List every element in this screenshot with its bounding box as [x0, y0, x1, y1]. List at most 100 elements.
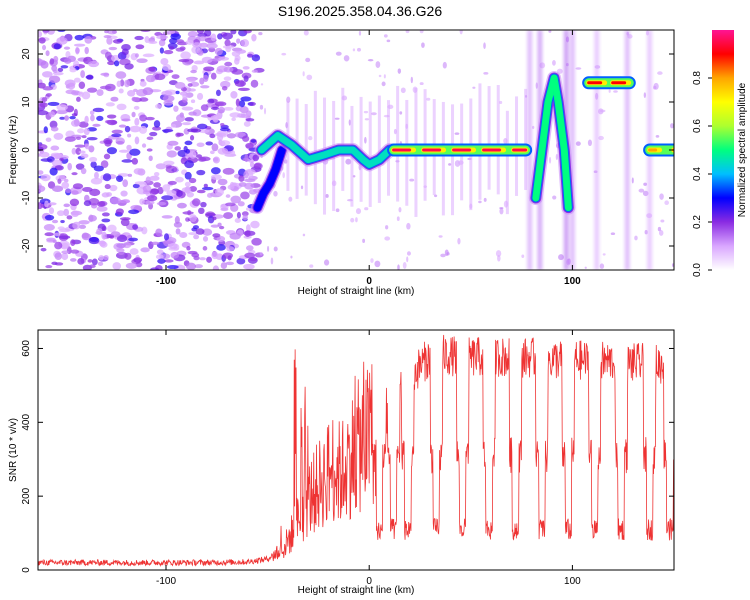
noise-blob: [219, 127, 230, 132]
noise-blob: [575, 67, 582, 70]
noise-blob: [118, 149, 130, 153]
noise-blob: [190, 135, 195, 141]
noise-blob: [251, 54, 261, 62]
noise-blob: [174, 146, 181, 151]
snr-plot-area: [38, 330, 674, 570]
noise-blob: [76, 96, 81, 102]
noise-blob: [378, 74, 382, 78]
noise-blob: [133, 105, 140, 110]
noise-blob: [133, 168, 144, 175]
noise-blob: [127, 90, 136, 97]
noise-blob: [210, 106, 220, 110]
noise-blob: [81, 232, 89, 239]
noise-blob: [273, 190, 278, 197]
track-arc: [533, 75, 571, 211]
noise-blob: [125, 262, 138, 269]
noise-blob: [196, 30, 205, 34]
noise-blob: [168, 30, 176, 34]
noise-blob: [97, 261, 104, 266]
noise-blob: [101, 218, 111, 223]
y-tick-label: -10: [21, 190, 32, 205]
noise-blob: [244, 154, 249, 163]
noise-blob: [552, 195, 557, 200]
noise-blob: [217, 178, 228, 186]
noise-blob: [169, 242, 178, 250]
noise-blob: [80, 70, 85, 79]
noise-blob: [218, 56, 230, 61]
noise-blob: [195, 154, 203, 158]
noise-blob: [175, 228, 181, 235]
noise-blob: [176, 132, 184, 137]
snr-frame: [37, 329, 675, 571]
noise-blob: [154, 73, 166, 81]
noise-blob: [598, 135, 604, 141]
noise-blob: [240, 39, 250, 47]
noise-blob: [167, 180, 177, 185]
noise-blob: [348, 119, 351, 126]
spectrogram-blip: [441, 101, 445, 216]
noise-blob: [397, 68, 402, 74]
noise-blob: [78, 150, 86, 154]
noise-blob: [374, 260, 381, 268]
noise-blob: [101, 192, 110, 198]
noise-blob: [155, 254, 164, 260]
noise-blob: [127, 173, 133, 177]
noise-blob: [215, 89, 221, 97]
noise-blob: [334, 117, 340, 120]
noise-blob: [230, 90, 238, 99]
snr-series-line: [38, 334, 674, 567]
noise-blob: [176, 39, 185, 43]
noise-blob: [132, 183, 140, 189]
noise-blob: [91, 258, 98, 266]
noise-blob: [402, 262, 407, 269]
noise-blob: [115, 71, 127, 79]
noise-blob: [113, 60, 120, 67]
noise-blob: [72, 183, 84, 190]
noise-blob: [495, 250, 502, 257]
noise-blob: [225, 202, 236, 207]
noise-blob: [90, 114, 95, 122]
noise-blob: [139, 114, 148, 122]
noise-blob: [166, 189, 177, 197]
noise-blob: [179, 232, 188, 238]
noise-blob: [193, 60, 205, 65]
noise-blob: [61, 250, 70, 254]
noise-blob: [134, 53, 139, 58]
noise-blob: [155, 163, 167, 170]
noise-blob: [57, 67, 64, 72]
noise-blob: [48, 202, 57, 206]
noise-blob: [109, 184, 118, 192]
noise-blob: [660, 219, 665, 223]
noise-blob: [659, 193, 664, 200]
noise-blob: [103, 153, 111, 160]
noise-blob: [575, 141, 581, 146]
noise-blob: [250, 139, 257, 143]
noise-blob: [599, 109, 606, 113]
noise-blob: [214, 47, 223, 56]
noise-blob: [54, 252, 63, 261]
noise-blob: [396, 216, 400, 222]
noise-blob: [86, 136, 98, 141]
noise-blob: [84, 194, 90, 202]
noise-blob: [362, 238, 366, 243]
y-tick-label: 0: [21, 567, 32, 573]
spectrogram-blip: [478, 83, 482, 200]
noise-blob: [259, 104, 264, 110]
noise-blob: [281, 52, 287, 56]
noise-blob: [108, 46, 118, 51]
noise-blob: [112, 262, 122, 270]
noise-blob: [63, 208, 70, 217]
spectrogram-blip: [451, 104, 455, 216]
noise-blob: [155, 103, 162, 109]
noise-blob: [181, 106, 194, 111]
noise-blob: [57, 178, 62, 184]
noise-blob: [185, 39, 194, 45]
spectrogram-blip: [341, 87, 345, 191]
noise-blob: [157, 258, 166, 264]
noise-blob: [302, 233, 306, 237]
noise-blob: [218, 225, 225, 230]
noise-blob: [230, 150, 236, 157]
noise-blob: [242, 135, 250, 142]
noise-blob: [433, 194, 438, 198]
noise-blob: [63, 57, 72, 64]
